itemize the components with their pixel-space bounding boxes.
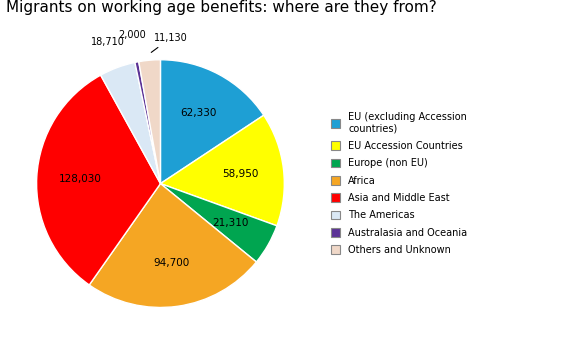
Text: 62,330: 62,330	[180, 108, 217, 118]
Wedge shape	[160, 184, 277, 262]
Legend: EU (excluding Accession
countries), EU Accession Countries, Europe (non EU), Afr: EU (excluding Accession countries), EU A…	[331, 112, 467, 255]
Wedge shape	[37, 75, 160, 285]
Text: 128,030: 128,030	[59, 174, 101, 184]
Text: 58,950: 58,950	[222, 169, 258, 179]
Wedge shape	[138, 60, 160, 184]
Text: Migrants on working age benefits: where are they from?: Migrants on working age benefits: where …	[6, 0, 436, 15]
Wedge shape	[135, 62, 160, 184]
Text: 11,130: 11,130	[151, 33, 187, 53]
Wedge shape	[160, 60, 263, 184]
Wedge shape	[101, 62, 160, 184]
Text: 21,310: 21,310	[212, 219, 249, 228]
Wedge shape	[160, 115, 284, 226]
Text: 94,700: 94,700	[153, 258, 190, 268]
Text: 18,710: 18,710	[91, 37, 125, 47]
Text: 2,000: 2,000	[118, 30, 145, 40]
Wedge shape	[90, 184, 256, 307]
